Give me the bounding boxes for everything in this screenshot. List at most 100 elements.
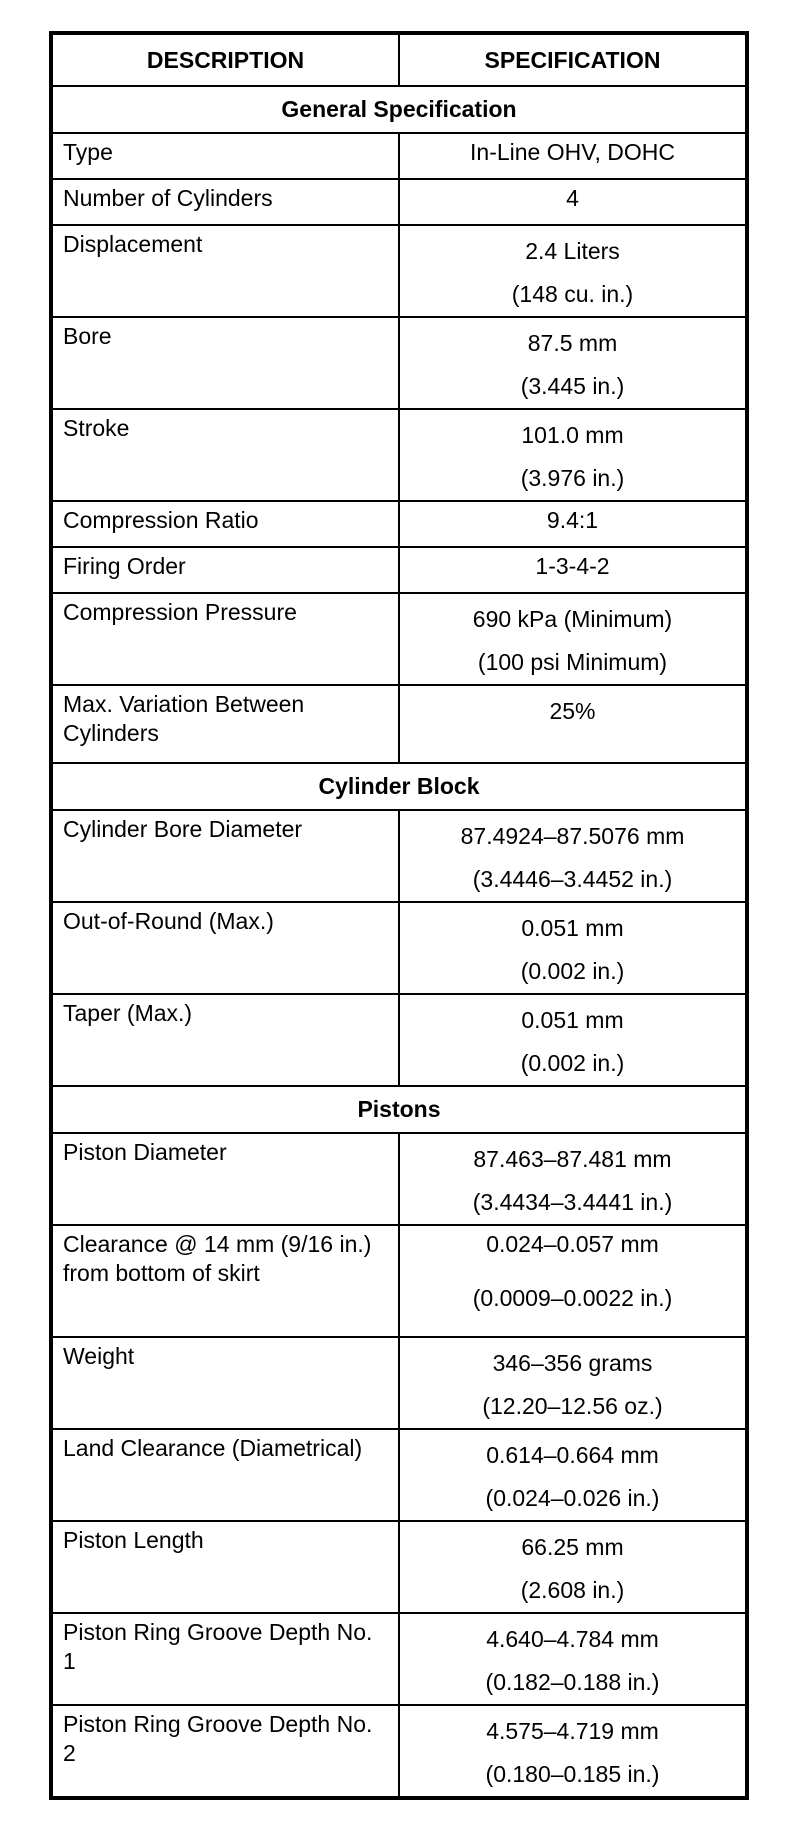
specification-value: 0.051 mm — [521, 915, 624, 941]
specification-value: 87.4924–87.5076 mm — [460, 823, 685, 849]
specification-cell: 0.051 mm (0.002 in.) — [398, 993, 748, 1087]
specification-value: (0.002 in.) — [520, 958, 625, 984]
specification-value: 690 kPa (Minimum) — [472, 606, 673, 632]
specification-value: (0.182–0.188 in.) — [485, 1669, 660, 1695]
specification-value: 87.463–87.481 mm — [473, 1146, 672, 1172]
specification-value: 4.640–4.784 mm — [486, 1626, 659, 1652]
specification-value: 87.5 mm — [527, 330, 618, 356]
specification-value: 346–356 grams — [492, 1350, 653, 1376]
table-row: Firing Order 1-3-4-2 — [50, 546, 748, 594]
table-row: Clearance @ 14 mm (9/16 in.) from bottom… — [50, 1224, 748, 1338]
header-specification: SPECIFICATION — [398, 32, 748, 87]
table-row: Land Clearance (Diametrical) 0.614–0.664 … — [50, 1428, 748, 1522]
specification-cell: 346–356 grams (12.20–12.56 oz.) — [398, 1336, 748, 1430]
table-row: Number of Cylinders 4 — [50, 178, 748, 226]
specification-cell: 87.5 mm (3.445 in.) — [398, 316, 748, 410]
specification-cell: 66.25 mm (2.608 in.) — [398, 1520, 748, 1614]
description-cell: Stroke — [50, 408, 400, 502]
specification-cell: 2.4 Liters (148 cu. in.) — [398, 224, 748, 318]
section-row: Cylinder Block — [50, 762, 748, 811]
description-cell: Land Clearance (Diametrical) — [50, 1428, 400, 1522]
table-row: Weight 346–356 grams (12.20–12.56 oz.) — [50, 1336, 748, 1430]
description-cell: Piston Length — [50, 1520, 400, 1614]
table-row: Stroke 101.0 mm (3.976 in.) — [50, 408, 748, 502]
table-row: Compression Ratio 9.4:1 — [50, 500, 748, 548]
section-title: General Specification — [50, 85, 748, 134]
description-cell: Cylinder Bore Diameter — [50, 809, 400, 903]
specification-cell: 690 kPa (Minimum) (100 psi Minimum) — [398, 592, 748, 686]
section-title: Pistons — [50, 1085, 748, 1134]
description-cell: Piston Diameter — [50, 1132, 400, 1226]
specification-value: 1-3-4-2 — [535, 553, 610, 579]
specification-cell: 0.024–0.057 mm (0.0009–0.0022 in.) — [398, 1224, 748, 1338]
specification-value: 2.4 Liters — [525, 238, 620, 264]
specification-value: (0.024–0.026 in.) — [485, 1485, 660, 1511]
description-cell: Piston Ring Groove Depth No. 1 — [50, 1612, 400, 1706]
specification-cell: 1-3-4-2 — [398, 546, 748, 594]
specification-value: (100 psi Minimum) — [477, 649, 668, 675]
table-row: Cylinder Bore Diameter 87.4924–87.5076 mm… — [50, 809, 748, 903]
table-row: Compression Pressure 690 kPa (Minimum) (10… — [50, 592, 748, 686]
specification-value: 25% — [549, 698, 596, 724]
table-row: Piston Diameter 87.463–87.481 mm (3.4434–3… — [50, 1132, 748, 1226]
specification-value: (3.4434–3.4441 in.) — [472, 1189, 673, 1215]
table-row: Type In-Line OHV, DOHC — [50, 132, 748, 180]
specification-cell: 4.575–4.719 mm (0.180–0.185 in.) — [398, 1704, 748, 1799]
specification-cell: 101.0 mm (3.976 in.) — [398, 408, 748, 502]
description-cell: Number of Cylinders — [50, 178, 400, 226]
header-description: DESCRIPTION — [50, 32, 400, 87]
specification-cell: In-Line OHV, DOHC — [398, 132, 748, 180]
section-row: General Specification — [50, 85, 748, 134]
description-cell: Piston Ring Groove Depth No. 2 — [50, 1704, 400, 1799]
table-row: Displacement 2.4 Liters (148 cu. in.) — [50, 224, 748, 318]
description-cell: Max. Variation Between Cylinders — [50, 684, 400, 764]
specification-value: (3.976 in.) — [520, 465, 625, 491]
header-row: DESCRIPTION SPECIFICATION — [50, 32, 748, 87]
specification-value: 4.575–4.719 mm — [486, 1718, 659, 1744]
specification-value: (0.002 in.) — [520, 1050, 625, 1076]
specification-value: 0.614–0.664 mm — [486, 1442, 659, 1468]
specification-cell: 9.4:1 — [398, 500, 748, 548]
engine-spec-table: DESCRIPTION SPECIFICATION General Specif… — [49, 31, 749, 1800]
specification-value: (12.20–12.56 oz.) — [482, 1393, 663, 1419]
specification-value: (3.4446–3.4452 in.) — [472, 866, 673, 892]
specification-value: (0.180–0.185 in.) — [485, 1761, 660, 1787]
description-cell: Bore — [50, 316, 400, 410]
specification-value: (3.445 in.) — [520, 373, 625, 399]
description-cell: Displacement — [50, 224, 400, 318]
specification-value: (0.0009–0.0022 in.) — [472, 1285, 673, 1311]
specification-value: (148 cu. in.) — [511, 281, 634, 307]
specification-cell: 4 — [398, 178, 748, 226]
table-row: Max. Variation Between Cylinders 25% — [50, 684, 748, 764]
table-row: Taper (Max.) 0.051 mm (0.002 in.) — [50, 993, 748, 1087]
specification-value: 101.0 mm — [521, 422, 624, 448]
specification-value: (2.608 in.) — [520, 1577, 625, 1603]
specification-cell: 87.4924–87.5076 mm (3.4446–3.4452 in.) — [398, 809, 748, 903]
table-row: Piston Ring Groove Depth No. 1 4.640–4.78… — [50, 1612, 748, 1706]
description-cell: Compression Ratio — [50, 500, 400, 548]
description-cell: Clearance @ 14 mm (9/16 in.) from bottom… — [50, 1224, 400, 1338]
specification-value: 9.4:1 — [546, 507, 599, 533]
table-row: Out-of-Round (Max.) 0.051 mm (0.002 in.) — [50, 901, 748, 995]
specification-cell: 0.614–0.664 mm (0.024–0.026 in.) — [398, 1428, 748, 1522]
specification-value: 0.024–0.057 mm — [486, 1231, 659, 1257]
description-cell: Firing Order — [50, 546, 400, 594]
specification-cell: 87.463–87.481 mm (3.4434–3.4441 in.) — [398, 1132, 748, 1226]
section-row: Pistons — [50, 1085, 748, 1134]
specification-value: In-Line OHV, DOHC — [470, 139, 675, 165]
section-title: Cylinder Block — [50, 762, 748, 811]
table-row: Piston Ring Groove Depth No. 2 4.575–4.71… — [50, 1704, 748, 1799]
specification-cell: 4.640–4.784 mm (0.182–0.188 in.) — [398, 1612, 748, 1706]
specification-cell: 0.051 mm (0.002 in.) — [398, 901, 748, 995]
specification-value: 4 — [566, 185, 579, 211]
description-cell: Taper (Max.) — [50, 993, 400, 1087]
description-cell: Out-of-Round (Max.) — [50, 901, 400, 995]
specification-value: 66.25 mm — [521, 1534, 624, 1560]
specification-value: 0.051 mm — [521, 1007, 624, 1033]
description-cell: Weight — [50, 1336, 400, 1430]
table-row: Piston Length 66.25 mm (2.608 in.) — [50, 1520, 748, 1614]
description-cell: Compression Pressure — [50, 592, 400, 686]
table-row: Bore 87.5 mm (3.445 in.) — [50, 316, 748, 410]
description-cell: Type — [50, 132, 400, 180]
specification-cell: 25% — [398, 684, 748, 764]
